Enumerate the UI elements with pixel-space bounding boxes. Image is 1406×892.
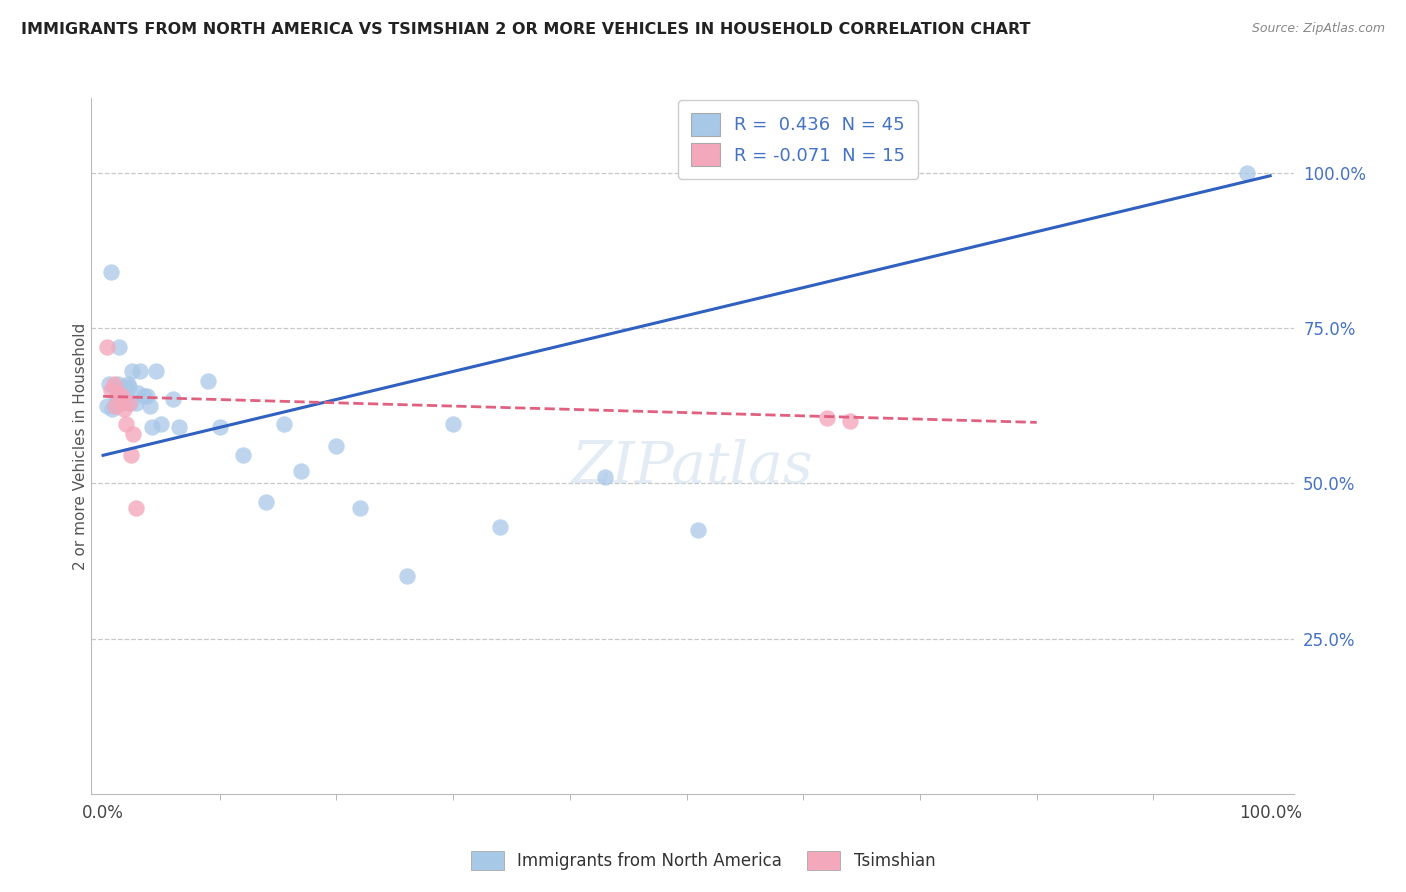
Point — [100, 383, 122, 397]
Point — [100, 265, 122, 279]
Point — [129, 364, 152, 378]
Point — [104, 395, 127, 409]
Point — [132, 389, 155, 403]
Point — [208, 420, 231, 434]
Point — [114, 383, 136, 397]
Point — [273, 417, 295, 432]
Point — [118, 395, 141, 409]
Text: IMMIGRANTS FROM NORTH AMERICA VS TSIMSHIAN 2 OR MORE VEHICLES IN HOUSEHOLD CORRE: IMMIGRANTS FROM NORTH AMERICA VS TSIMSHI… — [21, 22, 1031, 37]
Point — [127, 386, 149, 401]
Point — [115, 380, 138, 394]
Legend: R =  0.436  N = 45, R = -0.071  N = 15: R = 0.436 N = 45, R = -0.071 N = 15 — [678, 100, 918, 179]
Point — [167, 420, 190, 434]
Point — [141, 420, 163, 434]
Point — [256, 495, 278, 509]
Point — [118, 380, 141, 394]
Point — [441, 417, 464, 432]
Point — [97, 376, 120, 391]
Point — [395, 569, 418, 583]
Point — [117, 376, 139, 391]
Point — [101, 401, 124, 416]
Point — [107, 376, 129, 391]
Point — [150, 417, 173, 432]
Point — [104, 399, 127, 413]
Point — [593, 470, 616, 484]
Point — [96, 340, 118, 354]
Point — [688, 523, 710, 537]
Text: Source: ZipAtlas.com: Source: ZipAtlas.com — [1251, 22, 1385, 36]
Point — [815, 411, 838, 425]
Point — [112, 401, 135, 416]
Point — [108, 340, 131, 354]
Point — [125, 395, 148, 409]
Point — [111, 389, 134, 403]
Point — [145, 364, 167, 378]
Point — [120, 448, 142, 462]
Point — [104, 380, 127, 394]
Point — [136, 389, 159, 403]
Point — [839, 414, 862, 428]
Point — [103, 376, 125, 391]
Point — [290, 464, 312, 478]
Point — [1236, 166, 1258, 180]
Point — [349, 501, 371, 516]
Point — [112, 392, 135, 407]
Point — [232, 448, 254, 462]
Point — [104, 399, 127, 413]
Text: ZIPatlas: ZIPatlas — [572, 439, 813, 495]
Point — [489, 520, 512, 534]
Point — [162, 392, 184, 407]
Point — [325, 439, 347, 453]
Point — [105, 389, 128, 403]
Point — [197, 374, 219, 388]
Y-axis label: 2 or more Vehicles in Household: 2 or more Vehicles in Household — [73, 322, 87, 570]
Point — [111, 386, 134, 401]
Point — [125, 501, 148, 516]
Point — [122, 426, 145, 441]
Point — [139, 399, 162, 413]
Point — [118, 395, 141, 409]
Point — [107, 386, 129, 401]
Point — [110, 395, 132, 409]
Point — [111, 383, 134, 397]
Point — [110, 395, 132, 409]
Point — [115, 417, 138, 432]
Legend: Immigrants from North America, Tsimshian: Immigrants from North America, Tsimshian — [464, 844, 942, 877]
Point — [121, 364, 143, 378]
Point — [96, 399, 118, 413]
